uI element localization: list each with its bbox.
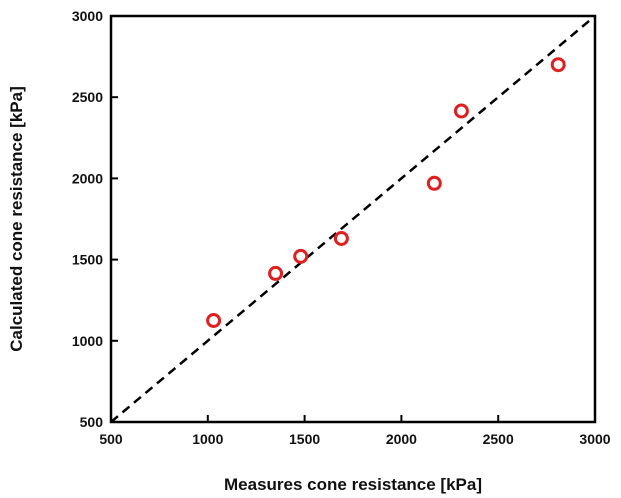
data-point	[550, 57, 566, 73]
y-tick-label: 2000	[72, 170, 103, 186]
data-point	[333, 230, 349, 246]
data-point	[453, 103, 469, 119]
y-tick-label: 500	[80, 414, 104, 430]
y-tick-label: 1500	[72, 252, 103, 268]
data-points	[206, 57, 566, 328]
data-point	[268, 265, 284, 281]
reference-line	[110, 15, 596, 423]
x-tick-label: 3000	[579, 431, 610, 447]
x-axis-title: Measures cone resistance [kPa]	[224, 475, 482, 494]
data-point	[293, 248, 309, 264]
x-tick-label: 2000	[386, 431, 417, 447]
y-tick-label: 2500	[72, 89, 103, 105]
data-point	[426, 175, 442, 191]
x-axis-ticks: 500 1000 1500 2000 2500 3000	[99, 415, 611, 447]
x-tick-label: 500	[99, 431, 123, 447]
y-axis-title: Calculated cone resistance [kPa]	[7, 86, 26, 352]
x-tick-label: 1000	[192, 431, 223, 447]
x-tick-label: 2500	[483, 431, 514, 447]
plot-frame	[109, 14, 597, 424]
data-point	[206, 313, 222, 328]
y-tick-label: 1000	[72, 333, 103, 349]
y-axis-ticks: 500 1000 1500 2000 2500 3000	[72, 8, 118, 430]
x-tick-label: 1500	[289, 431, 320, 447]
y-tick-label: 3000	[72, 8, 103, 24]
